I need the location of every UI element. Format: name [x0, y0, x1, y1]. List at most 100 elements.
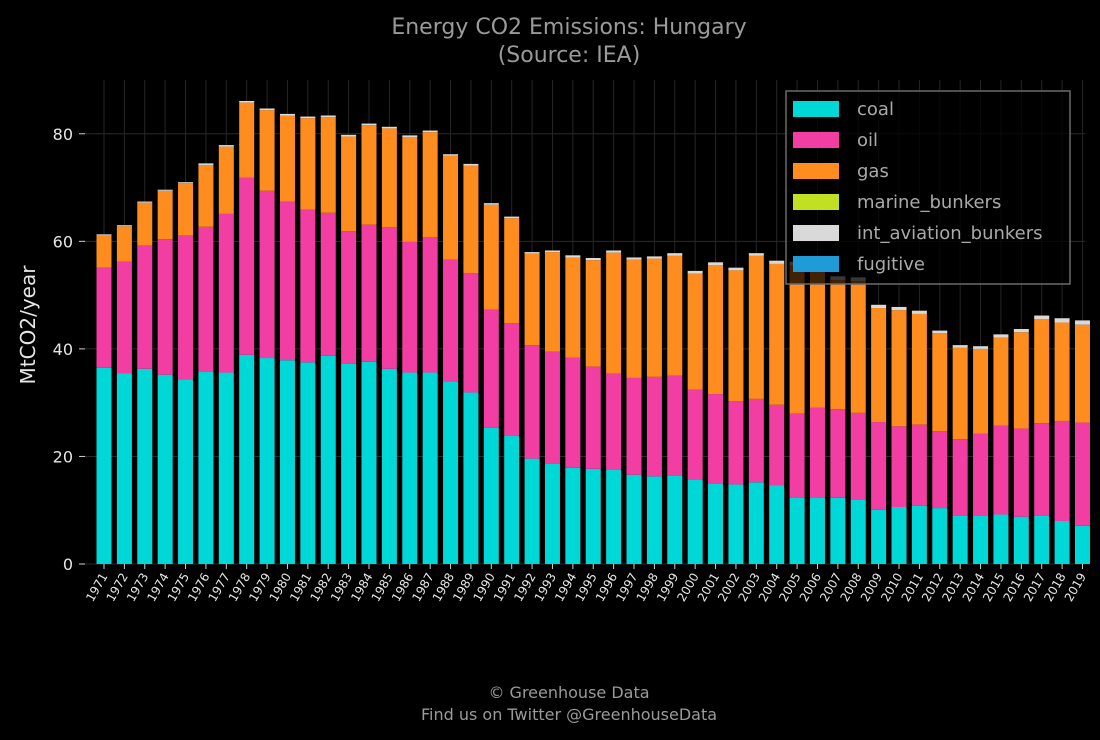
bar-coal-1996 — [606, 469, 622, 564]
bar-int_aviation_bunkers-2012 — [932, 330, 948, 334]
y-tick-label: 80 — [53, 125, 73, 144]
bar-gas-1980 — [279, 115, 295, 202]
bar-int_aviation_bunkers-2009 — [871, 304, 887, 309]
bar-gas-1988 — [443, 155, 459, 260]
bar-oil-2003 — [748, 398, 764, 483]
bar-gas-1971 — [96, 235, 112, 268]
bar-oil-2009 — [871, 422, 887, 510]
bar-coal-1994 — [565, 467, 581, 564]
bar-gas-2011 — [911, 313, 927, 425]
bar-int_aviation_bunkers-2019 — [1074, 320, 1090, 325]
legend-label-oil: oil — [857, 130, 878, 151]
bar-int_aviation_bunkers-1976 — [198, 163, 214, 165]
bar-gas-2007 — [830, 280, 846, 410]
bar-coal-1999 — [667, 475, 683, 564]
bar-oil-2010 — [891, 426, 907, 507]
bar-int_aviation_bunkers-1990 — [483, 203, 499, 205]
bar-coal-1991 — [504, 436, 520, 564]
bar-gas-1976 — [198, 164, 214, 227]
bar-oil-1994 — [565, 357, 581, 468]
bar-gas-1996 — [606, 252, 622, 374]
bar-coal-1978 — [239, 354, 255, 564]
bar-coal-1975 — [178, 379, 194, 564]
bar-gas-1989 — [463, 165, 479, 274]
bar-gas-2013 — [952, 347, 968, 440]
bar-coal-2000 — [687, 479, 703, 564]
bar-oil-1978 — [239, 177, 255, 355]
legend-label-marine_bunkers: marine_bunkers — [857, 192, 1001, 213]
chart-title: Energy CO2 Emissions: Hungary — [391, 15, 746, 40]
bar-int_aviation_bunkers-2010 — [891, 306, 907, 311]
bar-gas-1977 — [218, 146, 234, 214]
bar-gas-1997 — [626, 259, 642, 378]
bar-oil-2005 — [789, 413, 805, 498]
legend-label-gas: gas — [857, 161, 889, 182]
bar-oil-2019 — [1074, 422, 1090, 526]
bar-int_aviation_bunkers-2004 — [769, 260, 785, 264]
bar-coal-1998 — [646, 476, 662, 564]
legend-label-coal: coal — [857, 99, 894, 120]
y-tick-label: 20 — [53, 447, 73, 466]
bar-gas-2015 — [993, 337, 1009, 426]
legend-swatch-oil — [793, 132, 839, 148]
bar-oil-1981 — [300, 209, 316, 363]
bar-coal-1974 — [157, 374, 173, 564]
bar-coal-1992 — [524, 458, 540, 564]
bar-gas-2002 — [728, 270, 744, 402]
bar-int_aviation_bunkers-2014 — [973, 346, 989, 349]
bar-int_aviation_bunkers-1988 — [443, 154, 459, 156]
bar-gas-1975 — [178, 183, 194, 236]
bar-oil-2013 — [952, 439, 968, 516]
bar-int_aviation_bunkers-2000 — [687, 270, 703, 274]
bar-gas-1994 — [565, 257, 581, 358]
bar-coal-2004 — [769, 485, 785, 564]
bar-coal-2009 — [871, 509, 887, 564]
bar-oil-2016 — [1013, 428, 1029, 517]
bar-int_aviation_bunkers-1971 — [96, 234, 112, 236]
bar-int_aviation_bunkers-1991 — [504, 216, 520, 219]
bar-oil-2002 — [728, 401, 744, 485]
y-axis-label: MtCO2/year — [16, 265, 40, 385]
bar-coal-2005 — [789, 497, 805, 564]
bar-gas-2012 — [932, 333, 948, 432]
bar-gas-1987 — [422, 132, 438, 238]
bar-oil-2011 — [911, 424, 927, 506]
legend-swatch-marine_bunkers — [793, 194, 839, 210]
bar-int_aviation_bunkers-1982 — [320, 115, 336, 118]
bar-coal-1982 — [320, 355, 336, 564]
bar-gas-1990 — [483, 204, 499, 310]
bar-int_aviation_bunkers-1977 — [218, 145, 234, 147]
legend: coal oil gas marine_bunkers int_aviation_bun… — [785, 90, 1071, 285]
bar-int_aviation_bunkers-1981 — [300, 116, 316, 119]
bar-oil-1987 — [422, 237, 438, 373]
bar-oil-2014 — [973, 433, 989, 516]
bar-oil-1992 — [524, 345, 540, 459]
bar-coal-1988 — [443, 381, 459, 564]
bar-coal-2017 — [1034, 515, 1050, 564]
bar-int_aviation_bunkers-1999 — [667, 253, 683, 256]
bar-coal-2006 — [809, 497, 825, 564]
bar-oil-1984 — [361, 224, 377, 362]
bar-gas-1973 — [137, 202, 153, 246]
bar-coal-2019 — [1074, 525, 1090, 564]
bar-gas-1993 — [544, 252, 560, 352]
bar-oil-1986 — [402, 241, 418, 373]
bar-int_aviation_bunkers-1984 — [361, 123, 377, 126]
bar-coal-1980 — [279, 360, 295, 564]
bar-gas-1972 — [116, 226, 132, 262]
bar-oil-1995 — [585, 366, 601, 469]
bar-oil-2015 — [993, 425, 1009, 515]
bar-int_aviation_bunkers-1998 — [646, 256, 662, 259]
bar-int_aviation_bunkers-1972 — [116, 225, 132, 227]
bar-oil-1999 — [667, 375, 683, 476]
bar-coal-2001 — [708, 483, 724, 564]
bar-oil-1979 — [259, 190, 275, 359]
bar-oil-1997 — [626, 377, 642, 475]
bar-gas-1999 — [667, 255, 683, 376]
bar-gas-2009 — [871, 308, 887, 423]
bar-coal-1985 — [381, 368, 397, 564]
legend-label-fugitive: fugitive — [857, 254, 925, 275]
bar-coal-2013 — [952, 515, 968, 564]
y-tick-label: 60 — [53, 232, 73, 251]
